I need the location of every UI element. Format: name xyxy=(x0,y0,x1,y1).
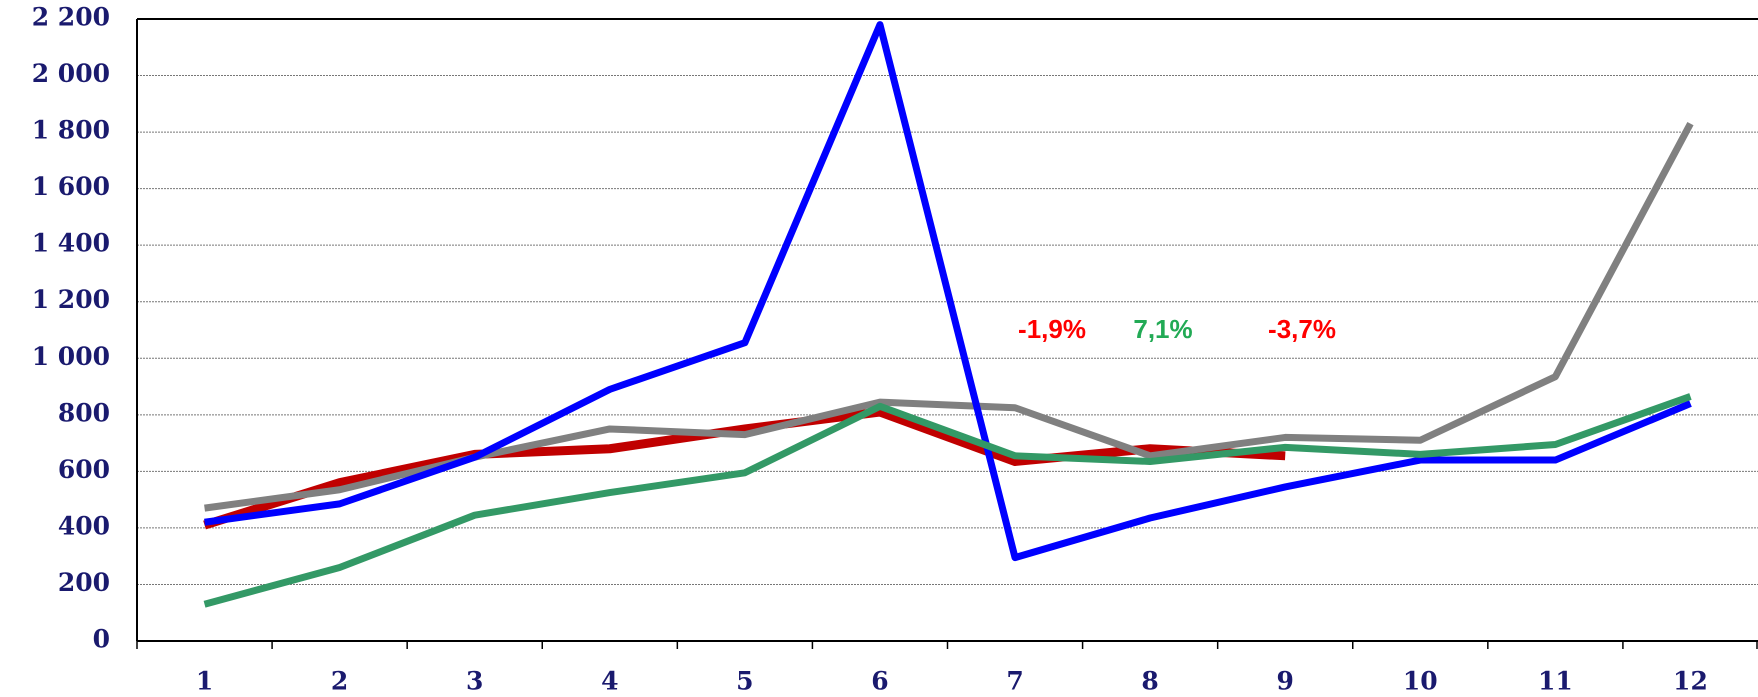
annotation: -1,9% xyxy=(1018,314,1086,344)
x-tick-label: 11 xyxy=(1538,667,1573,696)
x-tick-label: 5 xyxy=(736,667,753,696)
series-line xyxy=(204,21,1692,562)
y-tick-label: 1 200 xyxy=(32,285,110,314)
y-tick-label: 800 xyxy=(58,398,110,427)
series-line xyxy=(203,393,1692,608)
y-tick-label: 0 xyxy=(93,625,110,654)
x-tick-label: 2 xyxy=(331,667,348,696)
x-tick-label: 12 xyxy=(1673,667,1708,696)
y-tick-label: 600 xyxy=(58,455,110,484)
x-tick-label: 10 xyxy=(1403,667,1438,696)
y-tick-label: 1 600 xyxy=(32,172,110,201)
x-tick-label: 9 xyxy=(1277,667,1294,696)
series-line xyxy=(203,407,1286,530)
annotation: -3,7% xyxy=(1268,314,1336,344)
y-tick-label: 200 xyxy=(58,568,110,597)
y-tick-label: 400 xyxy=(58,511,110,540)
x-tick-label: 7 xyxy=(1006,667,1023,696)
y-tick-label: 2 000 xyxy=(32,59,110,88)
x-tick-label: 3 xyxy=(466,667,483,696)
y-tick-label: 1 400 xyxy=(32,229,110,258)
x-tick-label: 4 xyxy=(601,667,618,696)
x-tick-label: 6 xyxy=(871,667,888,696)
annotation: 7,1% xyxy=(1133,314,1192,344)
x-tick-label: 8 xyxy=(1141,667,1158,696)
y-tick-label: 1 000 xyxy=(32,342,110,371)
y-tick-label: 1 800 xyxy=(32,116,110,145)
x-tick-label: 1 xyxy=(196,667,213,696)
y-tick-label: 2 200 xyxy=(32,3,110,32)
